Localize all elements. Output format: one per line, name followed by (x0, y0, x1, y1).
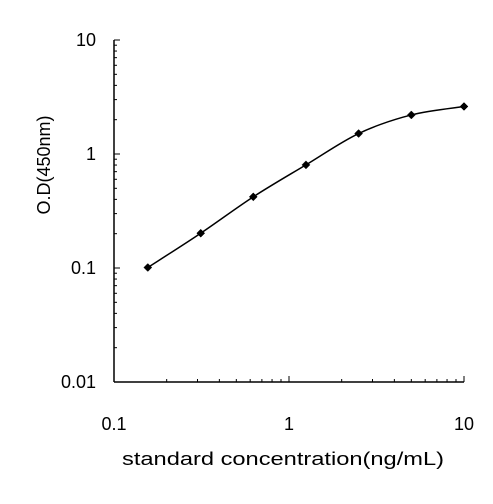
data-point (248, 192, 258, 202)
data-point (459, 102, 469, 111)
y-tick-label: 0.1 (71, 258, 96, 278)
y-axis-title: O.D(450nm) (34, 115, 54, 214)
y-ticks (114, 39, 120, 383)
plot-area: 0.01 0.1 1 10 0.1 1 10 (61, 30, 474, 434)
series-markers (143, 102, 469, 272)
x-tick-labels: 0.1 1 10 (101, 414, 474, 434)
x-tick-label: 0.1 (101, 414, 126, 434)
data-point (301, 160, 311, 170)
x-axis-title: standard concentration(ng/mL) (122, 449, 444, 469)
y-tick-labels: 0.01 0.1 1 10 (61, 30, 96, 392)
data-point (354, 129, 363, 138)
y-tick-label: 10 (76, 30, 96, 50)
y-tick-label: 0.01 (61, 372, 96, 392)
x-tick-label: 10 (454, 414, 474, 434)
x-tick-label: 1 (284, 414, 294, 434)
data-point (143, 263, 153, 272)
series-line (147, 105, 465, 269)
x-ticks (113, 376, 465, 382)
y-tick-label: 1 (86, 144, 96, 164)
data-point (196, 228, 206, 238)
data-point (406, 110, 416, 120)
